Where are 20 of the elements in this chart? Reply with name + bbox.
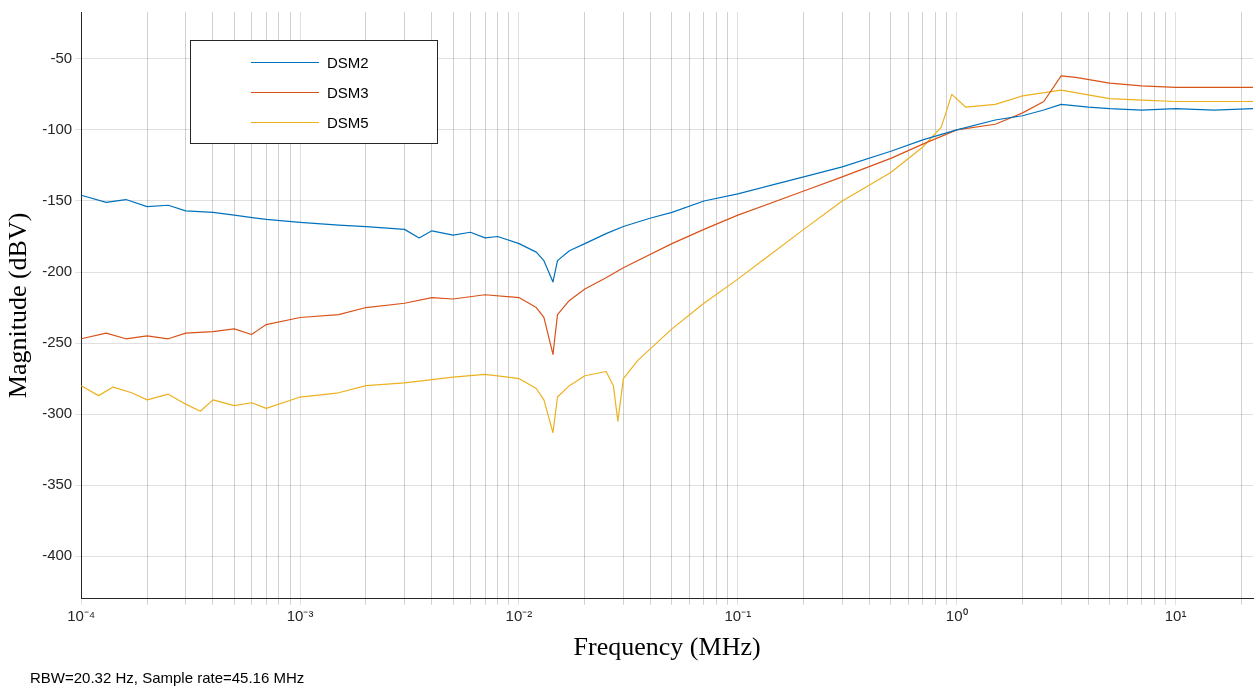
- x-tick-label: 10⁻⁴: [67, 606, 96, 624]
- y-tick-label: -400: [42, 546, 73, 564]
- y-tick-label: -300: [42, 404, 73, 422]
- legend-label: DSM2: [327, 53, 369, 71]
- y-tick-label: -100: [42, 120, 73, 138]
- x-tick-label: 10⁻¹: [724, 606, 752, 624]
- x-tick-label: 10⁻³: [286, 606, 314, 624]
- legend-label: DSM5: [327, 113, 369, 131]
- y-tick-label: -50: [50, 49, 73, 67]
- y-tick-label: -350: [42, 475, 73, 493]
- y-tick-label: -150: [42, 191, 73, 209]
- x-axis-title: Frequency (MHz): [573, 632, 761, 662]
- y-tick-label: -250: [42, 333, 73, 351]
- y-tick-label: -200: [42, 262, 73, 280]
- legend-label: DSM3: [327, 83, 369, 101]
- text: RBW=20.32 Hz, Sample rate=45.16 MHz: [30, 668, 305, 686]
- x-tick-label: 10⁰: [945, 606, 968, 624]
- y-axis-title: Magnitude (dBV): [3, 212, 33, 399]
- x-tick-label: 10¹: [1164, 606, 1187, 624]
- x-tick-label: 10⁻²: [505, 606, 533, 624]
